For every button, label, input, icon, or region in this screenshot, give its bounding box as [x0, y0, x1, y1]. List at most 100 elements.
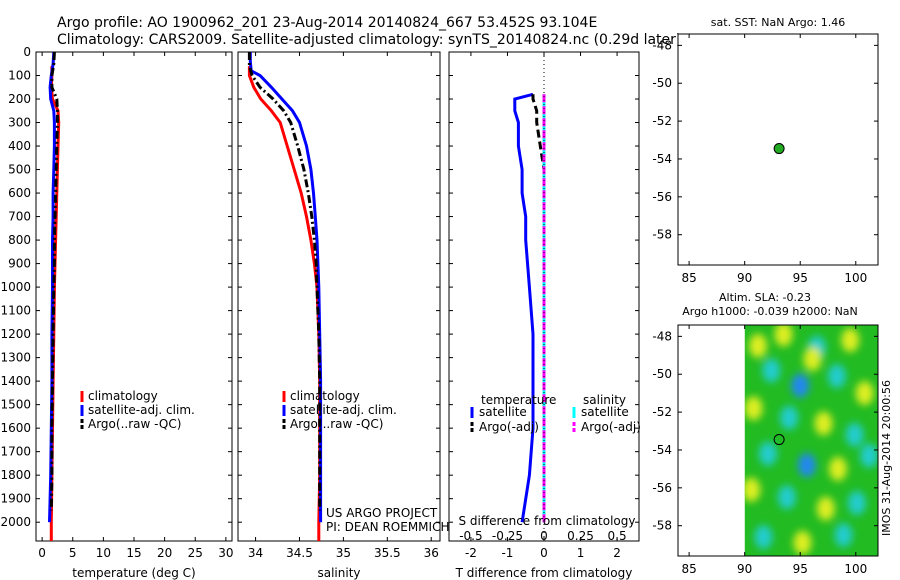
series-line-argo-raw-qc- — [49, 51, 59, 511]
sla-blobs — [744, 325, 879, 555]
legend-group-title: temperature — [481, 393, 556, 407]
top-axis-label: S difference from climatology — [459, 514, 636, 528]
legend-label: satellite-adj. clim. — [290, 403, 397, 417]
y-tick-label: -56 — [652, 481, 672, 495]
x-tick-label: 100 — [844, 562, 867, 576]
y-tick-label: 1400 — [0, 374, 31, 388]
sla-anomaly-blob — [841, 328, 860, 353]
location-panel: sat. SST: NaN Argo: 1.46 85 90 95 100 -48 -50 -… — [652, 16, 879, 285]
y-tick-label: 1500 — [0, 398, 31, 412]
sla-anomaly-blob — [845, 422, 864, 447]
top-tick-label: 0.5 — [608, 529, 627, 543]
y-tick-label: 0 — [23, 45, 31, 59]
sla-title-line2: Argo h1000: -0.039 h2000: NaN — [682, 305, 858, 318]
y-tick-label: 800 — [8, 233, 31, 247]
map-frame — [677, 324, 879, 557]
y-tick-label: 500 — [8, 163, 31, 177]
y-tick-label: -52 — [652, 405, 672, 419]
sla-anomaly-blob — [754, 525, 773, 550]
x-tick-label: 36 — [424, 546, 439, 560]
sla-anomaly-blob — [791, 373, 810, 398]
y-tick-label: 1700 — [0, 445, 31, 459]
annotation-line2: PI: DEAN ROEMMICH — [326, 520, 449, 534]
legend-label: Argo(-adj) — [581, 420, 641, 434]
x-tick-label: 34.5 — [286, 546, 313, 560]
y-tick-label: 400 — [8, 139, 31, 153]
difference-panel: -2 -1 0 1 2 T difference from climatology -0.5… — [448, 51, 641, 580]
side-timestamp-label: IMOS 31-Aug-2014 20:00:56 — [880, 380, 893, 536]
y-tick-label: -48 — [652, 329, 672, 343]
y-tick-label: 700 — [8, 210, 31, 224]
x-axis-label: temperature (deg C) — [72, 566, 195, 580]
sla-anomaly-blob — [749, 333, 767, 358]
figure-title-line1: Argo profile: AO 1900962_201 23-Aug-2014… — [57, 15, 597, 31]
y-tick-label: -50 — [652, 367, 672, 381]
x-tick-label: 100 — [844, 271, 867, 285]
x-tick-label: 34 — [248, 546, 263, 560]
x-tick-label: 15 — [126, 546, 141, 560]
y-tick-label: 1300 — [0, 351, 31, 365]
top-tick-label: 0.25 — [567, 529, 594, 543]
sla-anomaly-blob — [777, 485, 796, 510]
sla-field — [744, 325, 879, 556]
y-tick-label: 600 — [8, 186, 31, 200]
y-tick-label: 1600 — [0, 421, 31, 435]
y-tick-label: 1000 — [0, 280, 31, 294]
sla-anomaly-blob — [780, 405, 799, 430]
x-tick-label: 85 — [681, 271, 696, 285]
y-tick-label: 1200 — [0, 327, 31, 341]
sla-anomaly-blob — [803, 347, 822, 372]
x-tick-label: 35.5 — [374, 546, 401, 560]
top-tick-label: -0.5 — [459, 529, 482, 543]
y-tick-label: -56 — [652, 190, 672, 204]
x-tick-label: 35 — [336, 546, 351, 560]
sla-anomaly-blob — [774, 325, 793, 347]
x-tick-label: 20 — [157, 546, 172, 560]
x-tick-label: 0 — [38, 546, 46, 560]
sla-anomaly-blob — [744, 477, 761, 502]
y-tick-label: 2000 — [0, 515, 31, 529]
sla-anomaly-blob — [744, 396, 763, 421]
legend-label: Argo(..raw -QC) — [290, 417, 383, 431]
map-frame — [677, 33, 879, 266]
top-tick-label: 0 — [540, 529, 548, 543]
x-tick-label: 85 — [681, 562, 696, 576]
legend-label: satellite — [581, 405, 629, 419]
map-title: sat. SST: NaN Argo: 1.46 — [711, 16, 845, 29]
x-tick-label: 90 — [737, 271, 752, 285]
x-tick-label: 10 — [96, 546, 111, 560]
legend-group-title: salinity — [583, 393, 626, 407]
x-tick-label: 1 — [577, 546, 585, 560]
y-tick-label: -54 — [652, 152, 672, 166]
legend-label: climatology — [88, 389, 158, 403]
y-tick-label: -52 — [652, 114, 672, 128]
salinity-panel: 34 34.5 35 35.5 36 salinity climatologysatelli… — [237, 51, 449, 580]
y-tick-label: 200 — [8, 92, 31, 106]
x-tick-label: 95 — [793, 562, 808, 576]
x-tick-label: 95 — [793, 271, 808, 285]
x-tick-label: 90 — [737, 562, 752, 576]
x-tick-label: 5 — [69, 546, 77, 560]
x-tick-label: 2 — [613, 546, 621, 560]
sla-anomaly-blob — [847, 490, 866, 515]
y-tick-label: -58 — [652, 228, 672, 242]
annotation-line1: US ARGO PROJECT — [326, 506, 438, 520]
top-tick-label: -0.25 — [492, 529, 523, 543]
temperature-panel: 0100200300400500600700800900100011001200… — [0, 45, 233, 580]
argo-location-marker — [773, 434, 785, 446]
legend-label: climatology — [290, 389, 360, 403]
figure-title-line2: Climatology: CARS2009. Satellite-adjuste… — [57, 32, 681, 48]
y-tick-label: 1800 — [0, 468, 31, 482]
argo-location-marker — [773, 143, 785, 155]
plot-frame — [35, 51, 233, 542]
x-axis-label: salinity — [317, 566, 360, 580]
series-line-satellite-adj-clim- — [48, 51, 56, 523]
sla-anomaly-blob — [762, 358, 781, 383]
y-tick-label: 900 — [8, 257, 31, 271]
y-tick-label: -54 — [652, 443, 672, 457]
sla-anomaly-blob — [793, 530, 812, 555]
y-tick-label: 1900 — [0, 492, 31, 506]
sla-anomaly-blob — [855, 381, 874, 406]
